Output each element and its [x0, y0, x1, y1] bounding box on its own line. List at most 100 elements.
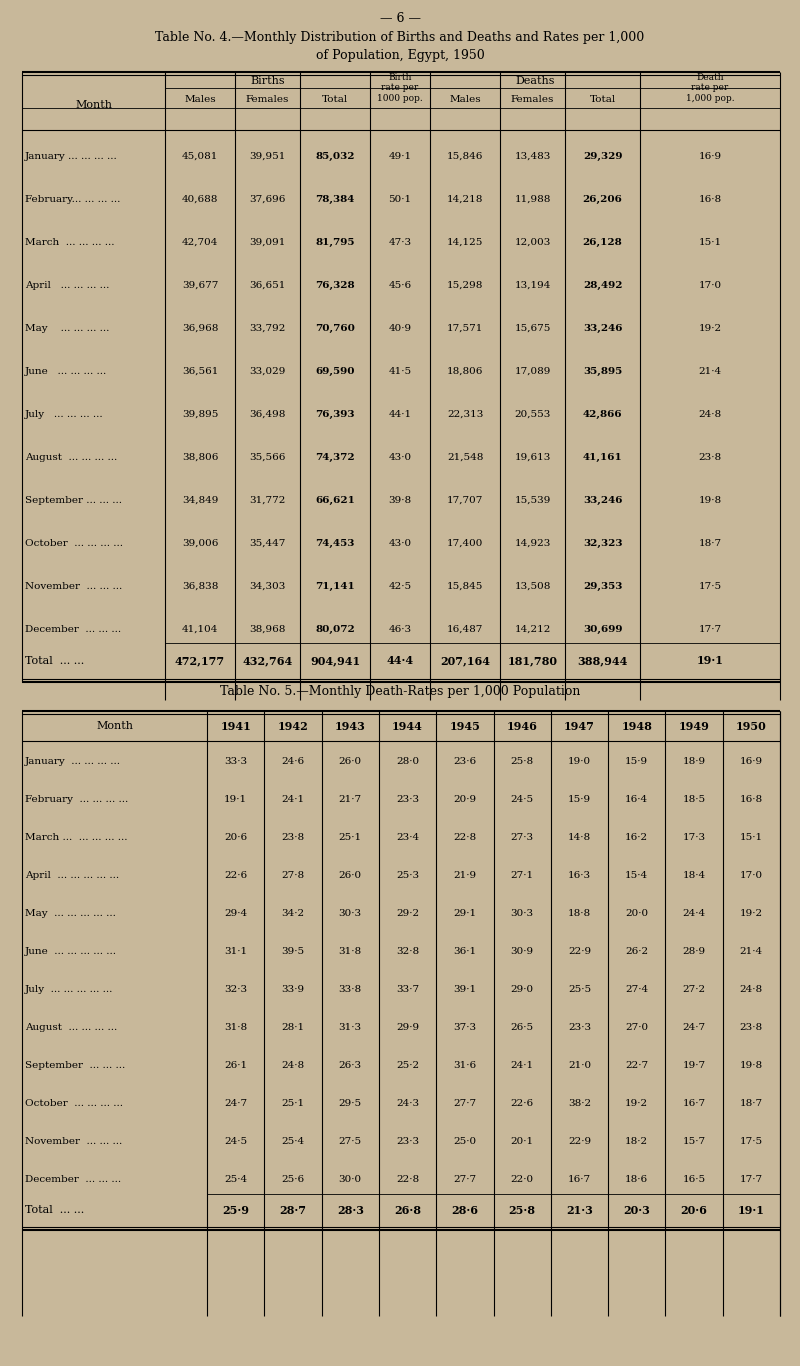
Text: 85,032: 85,032 — [315, 152, 354, 161]
Text: 71,141: 71,141 — [315, 582, 355, 591]
Text: 22·7: 22·7 — [625, 1061, 648, 1071]
Text: 28·9: 28·9 — [682, 948, 706, 956]
Text: 17·0: 17·0 — [740, 872, 763, 881]
Text: 14,923: 14,923 — [514, 540, 550, 548]
Text: 27·3: 27·3 — [510, 833, 534, 843]
Text: 29·4: 29·4 — [224, 910, 247, 918]
Text: 24·6: 24·6 — [282, 758, 305, 766]
Text: 21·9: 21·9 — [454, 872, 477, 881]
Text: 13,194: 13,194 — [514, 281, 550, 290]
Text: January  ... ... ... ...: January ... ... ... ... — [25, 758, 121, 766]
Text: 33·7: 33·7 — [396, 985, 419, 994]
Text: 34·2: 34·2 — [282, 910, 305, 918]
Text: 43·0: 43·0 — [389, 454, 411, 462]
Text: 16·8: 16·8 — [698, 195, 722, 204]
Text: 19·2: 19·2 — [740, 910, 763, 918]
Text: 24·3: 24·3 — [396, 1100, 419, 1108]
Text: 1950: 1950 — [736, 720, 766, 732]
Text: 28·1: 28·1 — [282, 1023, 305, 1033]
Text: 1941: 1941 — [220, 720, 251, 732]
Text: 22·0: 22·0 — [510, 1176, 534, 1184]
Text: 35,895: 35,895 — [583, 367, 622, 376]
Text: 24·8: 24·8 — [698, 410, 722, 419]
Text: January ... ... ... ...: January ... ... ... ... — [25, 152, 118, 161]
Text: 39,091: 39,091 — [250, 238, 286, 247]
Text: August  ... ... ... ...: August ... ... ... ... — [25, 1023, 118, 1033]
Text: 15·1: 15·1 — [698, 238, 722, 247]
Text: Table No. 4.—Monthly Distribution of Births and Deaths and Rates per 1,000: Table No. 4.—Monthly Distribution of Bir… — [155, 31, 645, 45]
Text: 20·6: 20·6 — [224, 833, 247, 843]
Text: 41,104: 41,104 — [182, 626, 218, 634]
Text: 1944: 1944 — [392, 720, 423, 732]
Text: 28,492: 28,492 — [582, 281, 622, 290]
Text: 27·0: 27·0 — [625, 1023, 648, 1033]
Text: December  ... ... ...: December ... ... ... — [25, 626, 121, 634]
Text: 21·4: 21·4 — [740, 948, 763, 956]
Text: 19·0: 19·0 — [568, 758, 591, 766]
Text: 23·3: 23·3 — [568, 1023, 591, 1033]
Text: 74,372: 74,372 — [315, 454, 355, 462]
Text: 38,968: 38,968 — [250, 626, 286, 634]
Text: Table No. 5.—Monthly Death-Rates per 1,000 Population: Table No. 5.—Monthly Death-Rates per 1,0… — [220, 684, 580, 698]
Text: 17·3: 17·3 — [682, 833, 706, 843]
Text: 25·1: 25·1 — [282, 1100, 305, 1108]
Text: 30·9: 30·9 — [510, 948, 534, 956]
Text: 20,553: 20,553 — [514, 410, 550, 419]
Text: 20·0: 20·0 — [625, 910, 648, 918]
Text: 20·6: 20·6 — [681, 1205, 707, 1216]
Text: 19·1: 19·1 — [697, 656, 723, 667]
Text: 39·8: 39·8 — [389, 496, 411, 505]
Text: Total: Total — [322, 96, 348, 105]
Text: 18·7: 18·7 — [698, 540, 722, 548]
Text: 29·1: 29·1 — [454, 910, 477, 918]
Text: Total  ... ...: Total ... ... — [25, 1205, 84, 1214]
Text: 27·7: 27·7 — [454, 1176, 477, 1184]
Text: 33·8: 33·8 — [338, 985, 362, 994]
Text: 1949: 1949 — [678, 720, 710, 732]
Text: 39·5: 39·5 — [282, 948, 305, 956]
Text: 81,795: 81,795 — [315, 238, 354, 247]
Text: 25·2: 25·2 — [396, 1061, 419, 1071]
Text: 31·3: 31·3 — [338, 1023, 362, 1033]
Text: 18·9: 18·9 — [682, 758, 706, 766]
Text: 1943: 1943 — [335, 720, 366, 732]
Text: 32·3: 32·3 — [224, 985, 247, 994]
Text: May  ... ... ... ... ...: May ... ... ... ... ... — [25, 910, 116, 918]
Text: May    ... ... ... ...: May ... ... ... ... — [25, 324, 110, 333]
Text: 25·8: 25·8 — [510, 758, 534, 766]
Text: Births: Births — [250, 76, 285, 86]
Text: April   ... ... ... ...: April ... ... ... ... — [25, 281, 110, 290]
Text: 26·5: 26·5 — [510, 1023, 534, 1033]
Text: 17,571: 17,571 — [447, 324, 483, 333]
Text: 16·7: 16·7 — [568, 1176, 591, 1184]
Text: Males: Males — [449, 96, 481, 105]
Text: 28·6: 28·6 — [451, 1205, 478, 1216]
Text: 15·4: 15·4 — [625, 872, 648, 881]
Text: Month: Month — [96, 721, 133, 731]
Text: June   ... ... ... ...: June ... ... ... ... — [25, 367, 107, 376]
Text: 27·8: 27·8 — [282, 872, 305, 881]
Text: 23·3: 23·3 — [396, 1138, 419, 1146]
Text: March ...  ... ... ... ...: March ... ... ... ... ... — [25, 833, 127, 843]
Text: 25·8: 25·8 — [509, 1205, 536, 1216]
Text: 35,447: 35,447 — [250, 540, 286, 548]
Text: 42·5: 42·5 — [389, 582, 411, 591]
Text: Males: Males — [184, 96, 216, 105]
Text: 23·8: 23·8 — [698, 454, 722, 462]
Text: 41,161: 41,161 — [582, 454, 622, 462]
Text: 17·0: 17·0 — [698, 281, 722, 290]
Text: 22·9: 22·9 — [568, 1138, 591, 1146]
Text: 24·7: 24·7 — [224, 1100, 247, 1108]
Text: 34,849: 34,849 — [182, 496, 218, 505]
Text: 472,177: 472,177 — [175, 656, 225, 667]
Text: 16·3: 16·3 — [568, 872, 591, 881]
Text: 39,951: 39,951 — [250, 152, 286, 161]
Text: 27·4: 27·4 — [625, 985, 648, 994]
Text: — 6 —: — 6 — — [379, 11, 421, 25]
Text: 207,164: 207,164 — [440, 656, 490, 667]
Text: 29,329: 29,329 — [582, 152, 622, 161]
Text: 26·0: 26·0 — [338, 872, 362, 881]
Text: 26·2: 26·2 — [625, 948, 648, 956]
Text: 36,498: 36,498 — [250, 410, 286, 419]
Text: 27·1: 27·1 — [510, 872, 534, 881]
